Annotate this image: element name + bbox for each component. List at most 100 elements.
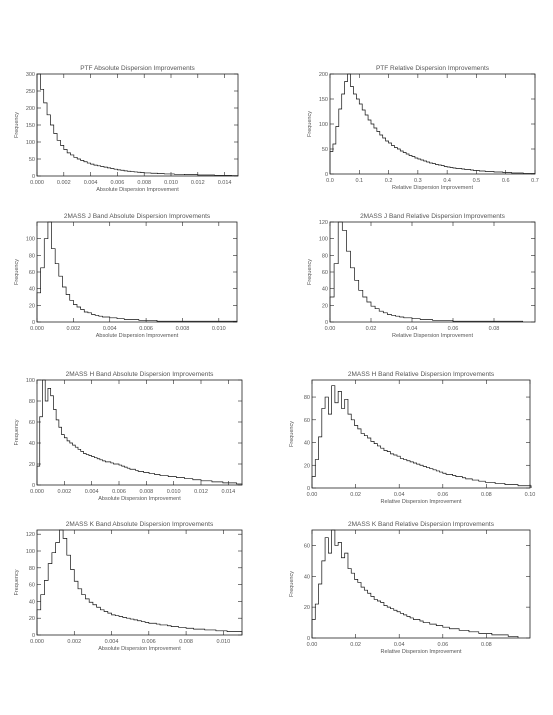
y-tick-label: 0 [32,483,35,489]
x-tick-label: 0.004 [84,180,98,186]
x-axis-label: Absolute Dispersion Improvement [96,187,179,193]
histogram-panel-6: 0.00 0.02 0.04 0.06 0.08 0.10 0 20 40 60 80 2MASS H… [289,371,535,505]
y-tick-label: 20 [29,303,35,309]
chart-title: 2MASS K Band Relative Dispersion Improve… [348,521,495,528]
x-tick-label: 0.004 [85,489,99,495]
chart-title: 2MASS H Band Absolute Dispersion Improve… [66,371,215,378]
x-tick-label: 0.10 [525,492,536,498]
y-tick-label: 100 [26,378,35,384]
x-tick-label: 0.0 [326,178,334,184]
y-tick-label: 40 [29,599,35,605]
y-tick-label: 40 [322,287,328,293]
y-tick-label: 150 [319,97,328,103]
plot-frame [36,529,243,636]
chart-title: 2MASS J Band Relative Dispersion Improve… [360,213,506,220]
x-tick-label: 0.04 [394,642,405,648]
x-tick-label: 0.014 [218,180,232,186]
histogram-steps [329,73,536,174]
x-tick-label: 0.000 [30,639,44,645]
x-tick-label: 0.02 [350,492,361,498]
histogram-steps [311,529,519,638]
x-tick-label: 0.6 [502,178,510,184]
x-tick-label: 0.02 [366,326,377,332]
y-tick-label: 250 [26,89,35,95]
x-tick-label: 0.5 [473,178,481,184]
histogram-panel-8: 0.00 0.02 0.04 0.06 0.08 0 20 40 60 2MASS K Band … [289,521,531,655]
x-tick-label: 0.010 [167,489,181,495]
x-tick-label: 0.4 [443,178,451,184]
histogram-panel-5: 0.000 0.002 0.004 0.006 0.008 0.010 0.012 0.014… [14,371,243,502]
y-tick-label: 60 [29,420,35,426]
y-tick-label: 100 [26,237,35,243]
histogram-steps [36,73,239,177]
x-axis-label: Relative Dispersion Improvement [380,649,461,655]
y-axis-label: Frequency [289,421,295,447]
chart-title: 2MASS H Band Relative Dispersion Improve… [348,371,495,378]
x-tick-label: 0.006 [111,180,125,186]
y-tick-label: 0 [32,633,35,639]
chart-title: 2MASS K Band Absolute Dispersion Improve… [66,521,214,528]
x-tick-label: 0.010 [216,639,230,645]
y-tick-label: 40 [304,441,310,447]
x-axis-label: Absolute Dispersion Improvement [98,646,181,652]
histogram-panel-2: 0.0 0.1 0.2 0.3 0.4 0.5 0.6 0.7 0 50 100 150 200 PTF … [307,65,539,191]
x-tick-label: 0.012 [191,180,205,186]
y-tick-label: 20 [322,303,328,309]
x-axis-label: Relative Dispersion Improvement [392,185,473,191]
y-tick-label: 80 [304,395,310,401]
x-tick-label: 0.000 [30,180,44,186]
x-axis-label: Absolute Dispersion Improvement [98,496,181,502]
x-tick-label: 0.2 [385,178,393,184]
x-tick-label: 0.010 [164,180,178,186]
x-tick-label: 0.04 [407,326,418,332]
x-tick-label: 0.08 [489,326,500,332]
x-tick-label: 0.010 [212,326,226,332]
y-tick-label: 200 [319,72,328,78]
plot-frame [36,73,239,177]
plot-frame [311,529,531,639]
y-tick-label: 100 [319,122,328,128]
x-tick-label: 0.008 [176,326,190,332]
x-tick-label: 0.002 [66,326,80,332]
histogram-panel-4: 0.00 0.02 0.04 0.06 0.08 0 20 40 60 80 100 120 2MASS… [307,213,536,339]
x-tick-label: 0.08 [481,642,492,648]
plot-frame [329,221,536,323]
y-tick-label: 120 [26,532,35,538]
y-tick-label: 0 [307,636,310,642]
y-tick-label: 60 [29,270,35,276]
x-tick-label: 0.00 [325,326,336,332]
y-tick-label: 40 [29,441,35,447]
plot-frame [329,73,536,175]
y-axis-label: Frequency [14,569,20,595]
y-tick-label: 0 [325,320,328,326]
y-tick-label: 100 [26,140,35,146]
y-tick-label: 120 [319,220,328,226]
x-tick-label: 0.008 [139,489,153,495]
y-axis-label: Frequency [307,111,313,137]
x-tick-label: 0.006 [112,489,126,495]
y-tick-label: 60 [322,270,328,276]
y-tick-label: 300 [26,72,35,78]
x-tick-label: 0.000 [30,489,44,495]
chart-title: PTF Relative Dispersion Improvements [376,65,490,72]
y-tick-label: 50 [29,157,35,163]
y-tick-label: 20 [304,463,310,469]
y-axis-label: Frequency [307,259,313,285]
y-axis-label: Frequency [14,112,20,138]
x-tick-label: 0.002 [67,639,81,645]
y-tick-label: 0 [32,320,35,326]
x-tick-label: 0.00 [307,642,318,648]
x-tick-label: 0.004 [105,639,119,645]
y-axis-label: Frequency [14,259,20,285]
y-tick-label: 20 [29,462,35,468]
histogram-steps [311,385,532,488]
x-tick-label: 0.1 [355,178,363,184]
chart-title: 2MASS J Band Absolute Dispersion Improve… [64,213,211,220]
y-tick-label: 0 [32,174,35,180]
y-tick-label: 200 [26,106,35,112]
x-tick-label: 0.3 [414,178,422,184]
histogram-steps [36,529,243,635]
x-tick-label: 0.04 [394,492,405,498]
y-axis-label: Frequency [289,571,295,597]
histogram-steps [329,221,524,322]
